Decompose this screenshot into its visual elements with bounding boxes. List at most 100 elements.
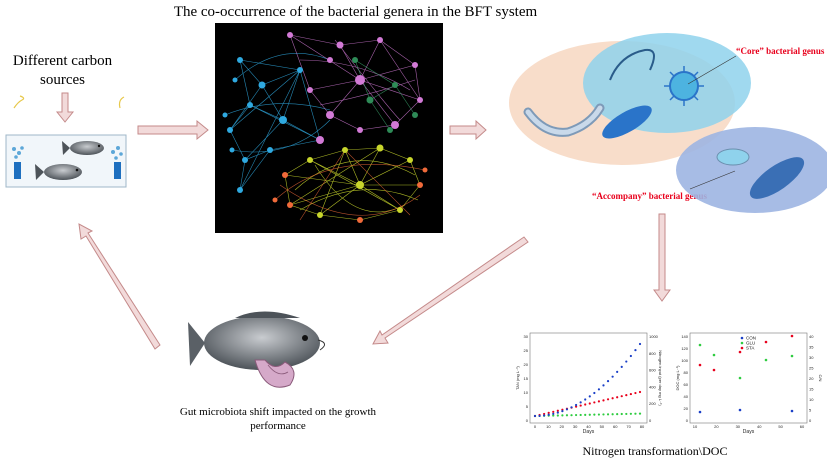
data-point [584,398,587,401]
x-tick-label: 40 [586,424,591,429]
nitrogen-chart-icon: 0 10 20 30 40 50 60 70 8005101520253002004006008… [515,332,823,435]
data-point [712,368,716,372]
y-right-tick-label: 200 [649,401,656,406]
y-tick-label: 0 [686,418,689,423]
y-tick-label: 20 [524,362,529,367]
y-right-tick-label: 35 [809,345,814,350]
x-tick-label: 20 [560,424,565,429]
data-point [552,410,555,413]
x-tick-label: 30 [573,424,578,429]
data-point [620,395,623,398]
data-point [593,413,596,416]
accompany-genus-label: “Accompany” bacterial genus [592,191,707,201]
data-point [597,413,601,416]
y-tick-label: 40 [684,394,689,399]
arrow-diag-gut [372,236,529,345]
data-point [570,414,573,417]
y-tick-label: 120 [681,346,688,351]
y-axis-label: TAN (mg L⁻¹) [515,365,520,389]
data-point [634,349,637,352]
y-right-tick-label: 800 [649,351,656,356]
data-point [616,370,619,374]
data-point [698,363,702,367]
data-point [538,414,541,417]
data-point [597,400,601,403]
y-tick-label: 15 [524,376,529,381]
data-point [698,343,702,347]
data-point [602,399,605,402]
arrow-right-bacteria [449,119,487,141]
data-point [561,410,564,413]
data-point [625,360,628,363]
doc-chart-frame [689,332,808,424]
y-right-tick-label: 400 [649,384,656,389]
data-point [574,405,578,408]
tan-chart-frame [529,332,648,424]
x-tick-label: 50 [778,424,783,429]
y-tick-label: 80 [684,370,689,375]
data-point [593,391,596,395]
y-right-tick-label: 25 [809,366,814,371]
x-tick-label: 70 [626,424,631,429]
data-point [620,365,623,368]
data-point [552,412,555,415]
data-point [616,396,619,399]
data-point [579,404,582,407]
legend-label: STA [746,346,754,351]
data-point [738,408,742,412]
y-tick-label: 0 [526,418,529,423]
data-point [547,413,550,416]
y-tick-label: 30 [524,334,529,339]
data-point [556,414,559,417]
data-point [570,406,573,409]
data-point [579,413,582,417]
fish-gut-icon [188,311,325,388]
data-point [616,413,619,416]
data-point [629,392,632,396]
data-point [533,414,537,418]
data-point [625,412,628,416]
x-axis-label: Days [583,429,595,435]
y-right-tick-label: 1000 [649,334,659,339]
legend-marker [740,341,744,345]
data-point [597,388,601,391]
data-point [574,413,578,417]
gut-microbiota-label: Gut microbiota shift impacted on the gro… [179,406,377,432]
x-tick-label: 50 [600,424,605,429]
y-axis-label: DOC (mg L⁻¹) [675,365,680,391]
legend-label: CON [746,336,756,341]
data-point [738,350,742,354]
data-point [698,410,702,414]
data-point [629,412,632,415]
y-tick-label: 100 [681,358,688,363]
x-tick-label: 30 [736,424,741,429]
x-tick-label: 0 [534,424,537,429]
bacteria-cluster-icon [509,33,827,213]
data-point [634,391,637,395]
y-right-tick-label: 0 [649,418,652,423]
data-point [565,414,569,417]
data-point [556,411,559,414]
data-point [638,412,642,415]
y-right-tick-label: 40 [809,334,814,339]
data-point [638,342,642,346]
carbon-sources-label: Different carbon sources [12,53,113,88]
data-point [602,384,605,387]
fish-tank-icon [5,95,127,188]
data-point [584,403,587,406]
y-tick-label: 20 [684,406,689,411]
data-point [593,401,596,404]
core-genus-label: “Core” bacterial genus [736,46,825,56]
legend-marker [740,346,744,350]
legend-label: GLU [746,341,755,346]
data-point [625,394,628,397]
arrow-diag-tank [78,223,161,350]
data-point [579,401,582,404]
data-point [634,412,637,415]
y-tick-label: 5 [526,404,529,409]
data-point [584,413,587,416]
arrow-down-chart [653,213,671,302]
data-point [738,376,742,380]
y-right-tick-label: 600 [649,368,656,373]
